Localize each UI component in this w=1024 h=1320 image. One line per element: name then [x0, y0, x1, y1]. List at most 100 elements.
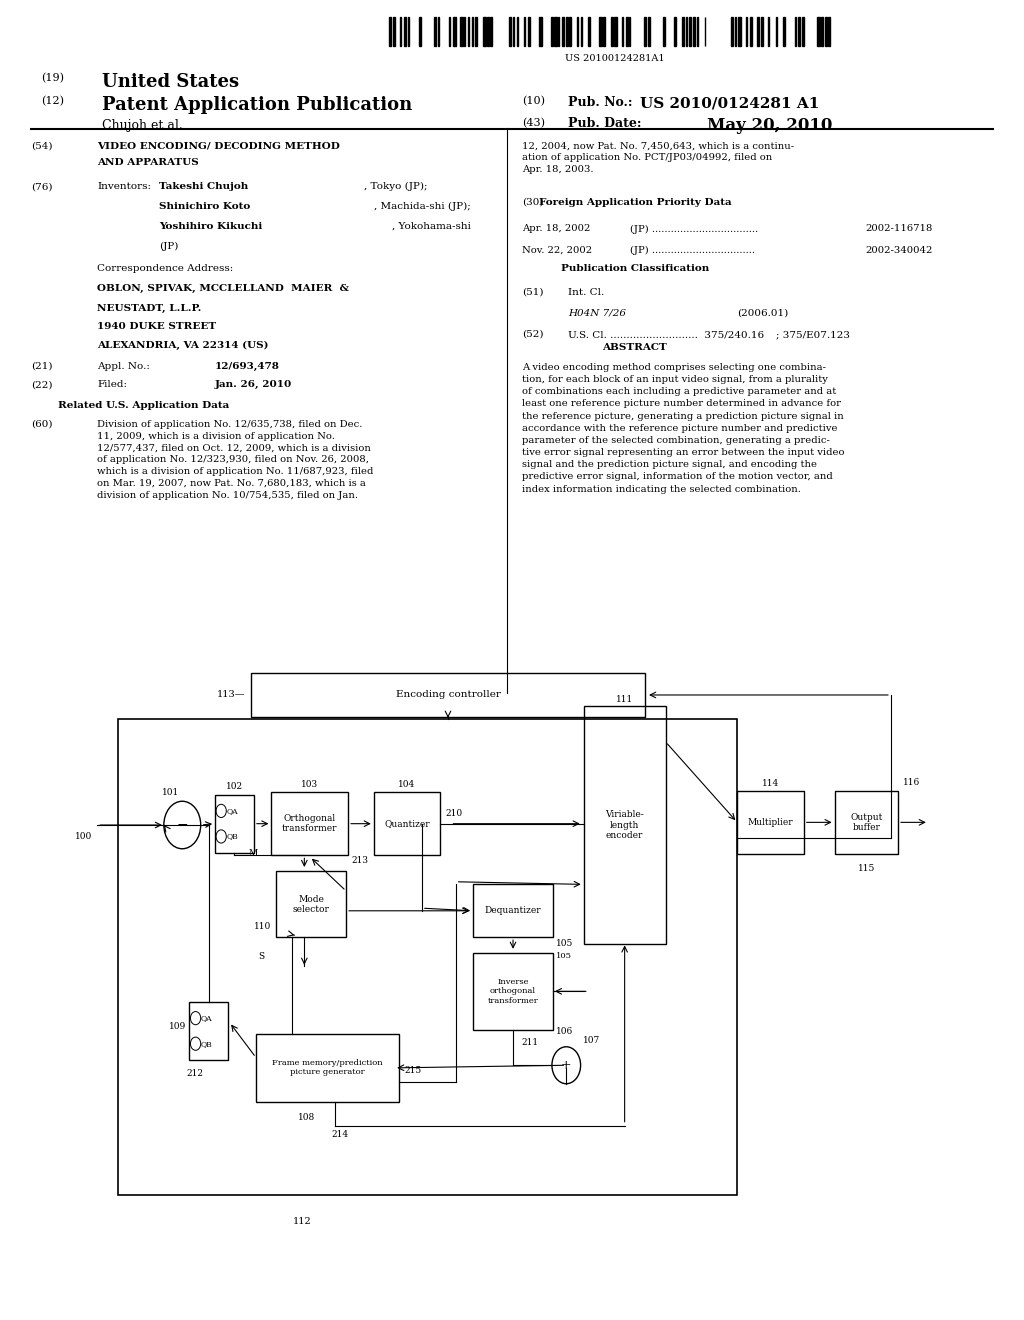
Text: Output
buffer: Output buffer — [850, 813, 883, 832]
Text: 1940 DUKE STREET: 1940 DUKE STREET — [97, 322, 216, 331]
Text: 107: 107 — [583, 1036, 600, 1045]
Text: (51): (51) — [522, 288, 544, 297]
Text: QB: QB — [201, 1040, 212, 1048]
Text: +: + — [561, 1059, 571, 1072]
Bar — [393, 17, 395, 46]
Bar — [622, 17, 624, 46]
Text: OBLON, SPIVAK, MCCLELLAND  MAIER  &: OBLON, SPIVAK, MCCLELLAND MAIER & — [97, 284, 349, 293]
Text: 115: 115 — [858, 863, 874, 873]
Bar — [461, 17, 463, 46]
Bar — [584, 706, 666, 944]
Text: , Yokohama-shi: , Yokohama-shi — [392, 222, 471, 231]
Text: 113—: 113— — [217, 690, 246, 700]
Bar — [434, 17, 436, 46]
Text: 211: 211 — [521, 1038, 539, 1047]
Bar — [483, 17, 485, 46]
Bar — [551, 17, 553, 46]
Text: Correspondence Address:: Correspondence Address: — [97, 264, 233, 273]
Text: Chujoh et al.: Chujoh et al. — [102, 119, 183, 132]
Bar — [473, 884, 553, 937]
Text: QA: QA — [226, 807, 238, 814]
Text: M: M — [249, 849, 258, 858]
Bar — [189, 1002, 228, 1060]
Text: Shinichiro Koto: Shinichiro Koto — [159, 202, 250, 211]
Bar — [475, 17, 477, 46]
Bar — [783, 17, 785, 46]
Text: 109: 109 — [169, 1022, 186, 1031]
Bar — [256, 1034, 399, 1102]
Text: 108: 108 — [298, 1113, 314, 1122]
Text: 212: 212 — [186, 1069, 204, 1078]
Bar — [835, 791, 898, 854]
Text: (22): (22) — [31, 380, 52, 389]
Text: Viriable-
length
encoder: Viriable- length encoder — [605, 810, 644, 840]
Bar — [453, 17, 456, 46]
Bar — [644, 17, 646, 46]
Bar — [821, 17, 823, 46]
Text: (12): (12) — [41, 96, 63, 107]
Text: −: − — [176, 818, 188, 832]
Text: Orthogonal
transformer: Orthogonal transformer — [282, 814, 338, 833]
Text: 100: 100 — [75, 832, 92, 841]
Bar — [626, 17, 628, 46]
Bar — [404, 17, 407, 46]
Text: Dequantizer: Dequantizer — [484, 907, 542, 915]
Text: 2002-340042: 2002-340042 — [865, 246, 933, 255]
Bar — [389, 17, 390, 46]
Bar — [569, 17, 571, 46]
Text: 110: 110 — [254, 921, 271, 931]
Text: Filed:: Filed: — [97, 380, 127, 389]
Text: 106: 106 — [556, 1027, 573, 1036]
Text: 210: 210 — [445, 809, 463, 818]
Text: 215: 215 — [404, 1067, 422, 1074]
Bar — [490, 17, 493, 46]
Text: U.S. Cl. ...........................  375/240.16: U.S. Cl. ........................... 375… — [568, 330, 765, 339]
Bar — [419, 17, 421, 46]
Bar — [271, 792, 348, 855]
Bar — [603, 17, 605, 46]
Text: 111: 111 — [616, 694, 633, 704]
Text: Takeshi Chujoh: Takeshi Chujoh — [159, 182, 248, 191]
Text: 104: 104 — [398, 780, 416, 789]
Text: Related U.S. Application Data: Related U.S. Application Data — [57, 401, 229, 411]
Text: 114: 114 — [762, 779, 779, 788]
Text: Patent Application Publication: Patent Application Publication — [102, 96, 413, 115]
Text: 12, 2004, now Pat. No. 7,450,643, which is a continu-
ation of application No. P: 12, 2004, now Pat. No. 7,450,643, which … — [522, 141, 795, 174]
Text: Int. Cl.: Int. Cl. — [568, 288, 604, 297]
Text: Multiplier: Multiplier — [748, 818, 794, 826]
Bar — [824, 17, 826, 46]
Text: US 2010/0124281 A1: US 2010/0124281 A1 — [640, 96, 819, 111]
Text: S: S — [258, 952, 264, 961]
Text: Nov. 22, 2002: Nov. 22, 2002 — [522, 246, 592, 255]
Bar — [554, 17, 557, 46]
Bar — [565, 17, 567, 46]
Text: 214: 214 — [332, 1130, 348, 1139]
Bar — [509, 17, 511, 46]
Bar — [438, 17, 439, 46]
Text: Pub. No.:: Pub. No.: — [568, 96, 633, 110]
Text: VIDEO ENCODING/ DECODING METHOD: VIDEO ENCODING/ DECODING METHOD — [97, 141, 340, 150]
Text: Quantizer: Quantizer — [384, 820, 430, 828]
Bar — [614, 17, 616, 46]
Text: 105: 105 — [556, 939, 573, 948]
Bar — [817, 17, 819, 46]
Text: (21): (21) — [31, 362, 52, 371]
Bar — [689, 17, 691, 46]
Text: Division of application No. 12/635,738, filed on Dec.
11, 2009, which is a divis: Division of application No. 12/635,738, … — [97, 420, 374, 499]
Bar — [802, 17, 804, 46]
Bar — [473, 953, 553, 1030]
Text: ALEXANDRIA, VA 22314 (US): ALEXANDRIA, VA 22314 (US) — [97, 341, 268, 350]
Text: Yoshihiro Kikuchi: Yoshihiro Kikuchi — [159, 222, 262, 231]
Text: QB: QB — [226, 833, 238, 841]
Text: Frame memory/prediction
picture generator: Frame memory/prediction picture generato… — [272, 1059, 383, 1077]
Text: NEUSTADT, L.L.P.: NEUSTADT, L.L.P. — [97, 304, 202, 313]
Bar — [750, 17, 752, 46]
Text: 102: 102 — [226, 781, 243, 791]
Bar — [799, 17, 801, 46]
Text: Apr. 18, 2002: Apr. 18, 2002 — [522, 224, 591, 234]
Bar — [472, 17, 473, 46]
Text: Foreign Application Priority Data: Foreign Application Priority Data — [539, 198, 731, 207]
Text: 116: 116 — [903, 777, 921, 787]
Text: 213: 213 — [351, 855, 369, 865]
Text: QA: QA — [201, 1014, 212, 1022]
